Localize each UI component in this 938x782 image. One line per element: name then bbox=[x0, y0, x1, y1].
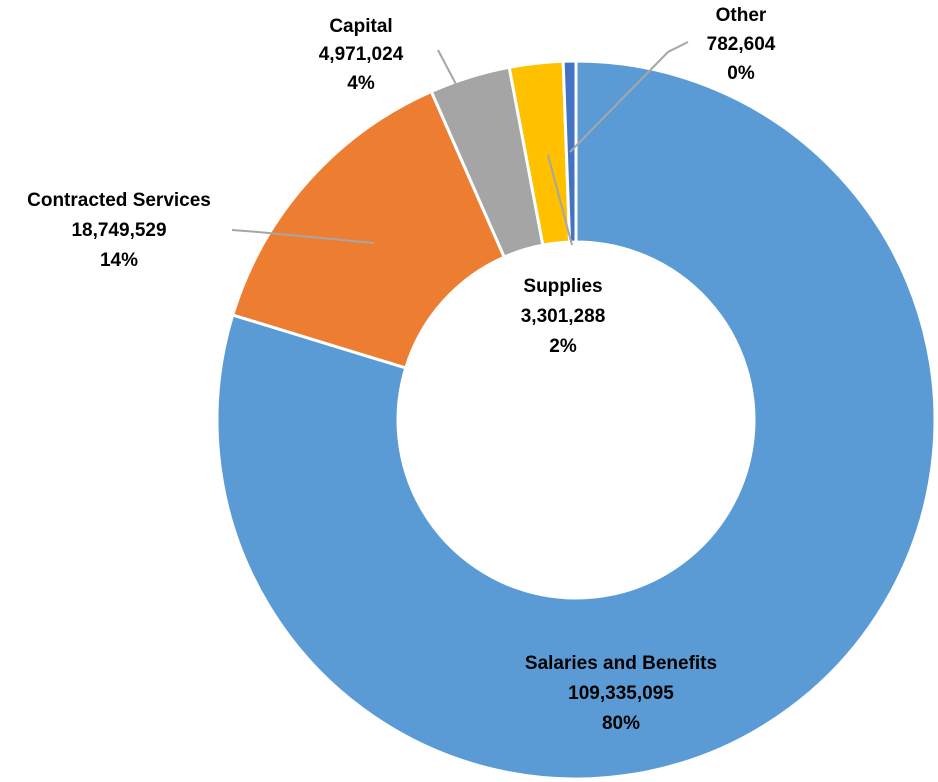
label-other-value: 782,604 bbox=[707, 34, 776, 55]
label-other: Other 782,604 0% bbox=[707, 5, 776, 84]
leader-line-contracted-services bbox=[231, 229, 375, 244]
label-capital-name: Capital bbox=[329, 16, 392, 37]
label-salaries-and-benefits-value: 109,335,095 bbox=[568, 683, 674, 704]
label-contracted-services-name: Contracted Services bbox=[27, 190, 211, 211]
slice-salaries-and-benefits bbox=[215, 59, 937, 781]
leader-line-other bbox=[569, 41, 689, 153]
slice-contracted-services bbox=[230, 89, 507, 370]
label-capital-percent: 4% bbox=[347, 73, 375, 94]
leader-lines bbox=[231, 41, 689, 246]
label-supplies: Supplies 3,301,288 2% bbox=[521, 276, 606, 357]
leader-line-capital bbox=[437, 49, 459, 89]
label-other-percent: 0% bbox=[727, 63, 755, 84]
label-contracted-services-percent: 14% bbox=[100, 250, 138, 271]
label-other-name: Other bbox=[716, 5, 767, 26]
label-supplies-name: Supplies bbox=[523, 276, 602, 297]
label-supplies-percent: 2% bbox=[549, 336, 577, 357]
label-capital-value: 4,971,024 bbox=[319, 44, 404, 65]
label-salaries-and-benefits: Salaries and Benefits 109,335,095 80% bbox=[525, 653, 717, 734]
donut-slices bbox=[215, 59, 937, 781]
label-supplies-value: 3,301,288 bbox=[521, 306, 606, 327]
leader-line-supplies bbox=[547, 154, 573, 246]
label-contracted-services: Contracted Services 18,749,529 14% bbox=[27, 190, 211, 271]
label-salaries-and-benefits-percent: 80% bbox=[602, 713, 640, 734]
label-contracted-services-value: 18,749,529 bbox=[71, 220, 166, 241]
label-capital: Capital 4,971,024 4% bbox=[319, 16, 404, 94]
label-salaries-and-benefits-name: Salaries and Benefits bbox=[525, 653, 717, 674]
